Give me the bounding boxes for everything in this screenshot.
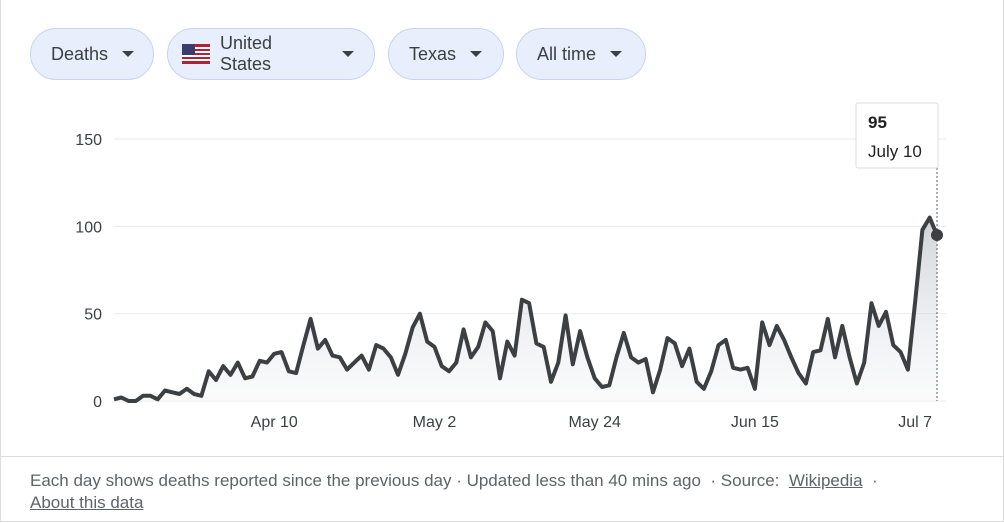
region-chip[interactable]: Texas — [388, 28, 504, 80]
chip-label: United States — [219, 33, 273, 74]
footer-note: Each day shows deaths reported since the… — [30, 471, 701, 490]
tooltip-box — [855, 102, 939, 169]
hover-dot — [931, 229, 943, 242]
x-tick-label: May 2 — [413, 414, 457, 431]
x-tick-label: May 24 — [568, 414, 621, 431]
y-tick-label: 150 — [75, 132, 102, 149]
x-tick-label: Jul 7 — [898, 414, 932, 431]
x-tick-label: Apr 10 — [251, 414, 298, 431]
chart: 0 50 100 150 Apr 10 May 2 May 24 Jun 15 Jul 7 95 J… — [75, 102, 946, 431]
x-tick-label: Jun 15 — [731, 414, 779, 431]
area — [114, 217, 937, 401]
y-tick-label: 0 — [93, 394, 102, 411]
country-chip[interactable]: United States — [167, 28, 375, 80]
y-tick-label: 50 — [84, 307, 102, 324]
source-link[interactable]: Wikipedia — [788, 471, 863, 490]
tooltip-date: July 10 — [868, 142, 922, 161]
period-chip[interactable]: All time — [516, 28, 646, 80]
flag-icon — [182, 44, 210, 64]
metric-chip[interactable]: Deaths — [30, 28, 154, 80]
source-label: · Source: — [710, 471, 780, 490]
chip-label: All time — [537, 43, 597, 64]
footer: Each day shows deaths reported since the… — [30, 471, 878, 512]
divider — [1, 456, 1003, 457]
tooltip: 95 July 10 — [855, 102, 939, 169]
tooltip-value: 95 — [868, 113, 887, 132]
about-link[interactable]: About this data — [30, 493, 144, 512]
chip-label: Deaths — [51, 43, 109, 64]
chip-label: Texas — [409, 43, 457, 64]
line — [113, 215, 939, 403]
y-tick-label: 100 — [75, 219, 102, 236]
